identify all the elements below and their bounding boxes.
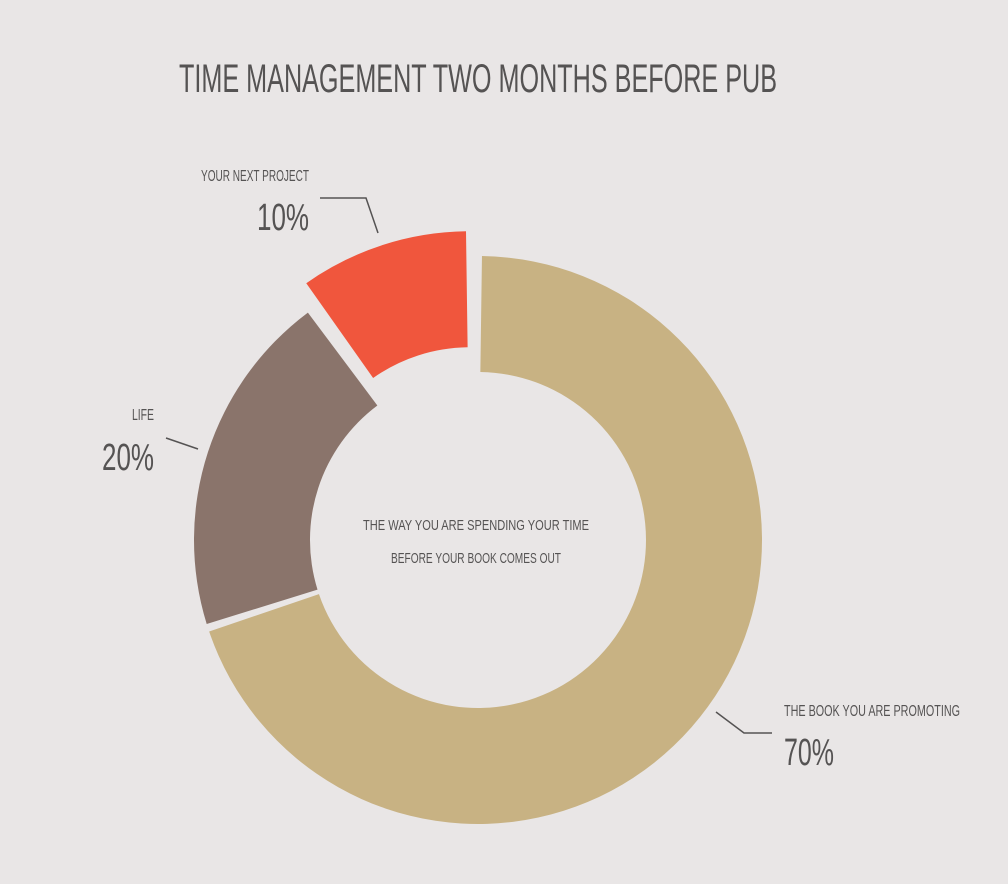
slice-label-the-book-you-are-promoting: THE BOOK YOU ARE PROMOTING (784, 703, 960, 720)
slice-life (193, 312, 378, 624)
leader-line-life (165, 437, 199, 450)
center-label: THE WAY YOU ARE SPENDING YOUR TIME BEFOR… (363, 517, 589, 567)
center-text-line-2: BEFORE YOUR BOOK COMES OUT (391, 550, 561, 567)
slice-value-your-next-project: 10% (257, 197, 309, 239)
slice-value-the-book-you-are-promoting: 70% (784, 732, 834, 774)
center-text-line-1: THE WAY YOU ARE SPENDING YOUR TIME (363, 517, 589, 534)
slice-your-next-project (306, 231, 468, 378)
slice-the-book-you-are-promoting (209, 256, 763, 825)
slice-label-life: LIFE (132, 407, 154, 424)
slices-layer (193, 231, 763, 825)
leader-line-the-book-you-are-promoting (715, 711, 772, 734)
labels-layer: THE BOOK YOU ARE PROMOTING 70% LIFE 20% YOUR… (102, 168, 960, 774)
leader-line-your-next-project (320, 197, 379, 234)
chart-title: TIME MANAGEMENT TWO MONTHS BEFORE PUB (179, 57, 777, 101)
slice-label-your-next-project: YOUR NEXT PROJECT (201, 168, 309, 185)
slice-value-life: 20% (102, 437, 154, 479)
